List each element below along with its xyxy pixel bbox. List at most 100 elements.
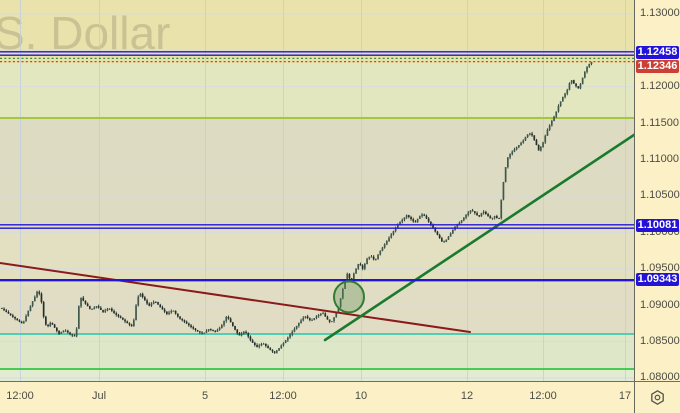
candle-up	[31, 301, 34, 306]
chart-canvas[interactable]: S. Dollar	[0, 0, 634, 381]
candle-down	[474, 211, 476, 213]
time-axis[interactable]: 12:00 Jul 5 12:00 10 12 12:00 17	[0, 381, 634, 413]
candle-up	[515, 147, 518, 150]
uptrend-line[interactable]	[323, 133, 634, 342]
price-scale-settings-button[interactable]	[648, 388, 667, 407]
candle-up	[278, 348, 280, 351]
candle-down	[45, 316, 47, 325]
candle-down	[126, 321, 129, 324]
candle-down	[269, 348, 272, 350]
candle-up	[95, 306, 98, 308]
candle-up	[460, 220, 463, 223]
candle-down	[183, 320, 186, 322]
candle-up	[590, 62, 593, 64]
candle-up	[80, 297, 82, 307]
candle-down	[436, 231, 439, 235]
candle-up	[320, 314, 322, 316]
candle-up	[375, 259, 377, 260]
time-tick-label: 12:00	[529, 390, 557, 402]
candle-down	[410, 217, 412, 220]
candle-up	[482, 211, 485, 214]
background-zone	[0, 334, 634, 369]
candle-down	[245, 331, 247, 333]
candle-up	[218, 327, 221, 330]
candle-up	[243, 331, 245, 334]
candle-down	[102, 310, 104, 312]
candle-down	[201, 332, 203, 334]
candle-up	[467, 212, 470, 215]
candles-layer	[1, 61, 593, 354]
candle-down	[119, 316, 122, 318]
candle-up	[64, 330, 67, 332]
candle-down	[174, 310, 177, 314]
candle-up	[452, 230, 454, 234]
time-tick-label: 12:00	[6, 390, 34, 402]
candle-up	[581, 77, 584, 85]
candle-down	[496, 216, 498, 218]
candle-up	[500, 199, 503, 219]
candle-up	[287, 337, 289, 341]
candle-down	[117, 314, 120, 317]
candle-up	[449, 233, 452, 237]
background-zone	[0, 63, 634, 118]
candle-up	[62, 330, 65, 333]
candle-up	[23, 321, 25, 324]
candle-down	[179, 316, 181, 319]
price-tick-label: 1.13000	[640, 7, 680, 19]
candle-down	[71, 334, 74, 336]
candle-up	[379, 250, 382, 255]
candle-down	[434, 228, 437, 232]
candle-down	[3, 308, 5, 311]
candle-up	[93, 307, 96, 310]
candle-up	[507, 157, 509, 168]
downtrend-line[interactable]	[0, 262, 471, 333]
candle-down	[16, 318, 19, 321]
time-tick-label: 12:00	[269, 390, 297, 402]
candle-up	[216, 329, 219, 332]
chart-plot[interactable]: S. Dollar	[0, 0, 634, 381]
candle-up	[445, 239, 448, 242]
candle-up	[421, 214, 423, 217]
candle-up	[170, 311, 173, 313]
candle-up	[513, 149, 516, 152]
price-axis[interactable]: 1.13000 1.12000 1.11500 1.11000 1.10500 1.100…	[634, 0, 680, 381]
candle-up	[137, 296, 140, 306]
candle-down	[309, 318, 311, 321]
candle-down	[427, 218, 430, 222]
candle-down	[89, 306, 91, 309]
candle-down	[73, 335, 76, 337]
candle-up	[518, 145, 520, 148]
background-zone	[0, 225, 634, 286]
candle-up	[291, 331, 294, 335]
candle-up	[355, 268, 357, 274]
candle-down	[161, 307, 164, 310]
candle-down	[414, 221, 417, 223]
candle-down	[212, 330, 214, 332]
candle-up	[346, 273, 349, 281]
candle-up	[405, 215, 408, 218]
candle-up	[315, 316, 318, 319]
candle-up	[29, 305, 32, 311]
candle-down	[146, 300, 148, 304]
ellipse-marker[interactable]	[333, 280, 365, 314]
candle-down	[471, 210, 474, 212]
candle-up	[295, 325, 298, 329]
candle-down	[128, 323, 131, 325]
time-tick-label: 17	[618, 390, 632, 402]
candle-down	[348, 273, 351, 279]
gear-nut-icon	[651, 390, 664, 405]
candle-up	[335, 312, 338, 318]
candle-down	[18, 320, 21, 322]
candle-up	[480, 213, 483, 217]
candle-down	[51, 322, 54, 325]
candle-down	[430, 221, 432, 225]
candle-down	[111, 308, 113, 311]
candle-down	[256, 345, 258, 347]
candle-up	[311, 320, 313, 321]
candle-up	[25, 316, 27, 322]
candle-up	[502, 182, 505, 200]
background-zone	[0, 369, 634, 381]
price-tick-label: 1.08500	[640, 335, 680, 347]
candle-up	[586, 66, 588, 72]
